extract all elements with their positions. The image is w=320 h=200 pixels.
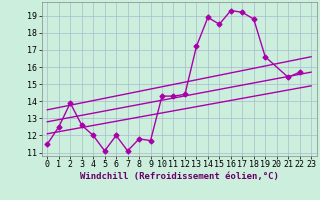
X-axis label: Windchill (Refroidissement éolien,°C): Windchill (Refroidissement éolien,°C)	[80, 172, 279, 181]
